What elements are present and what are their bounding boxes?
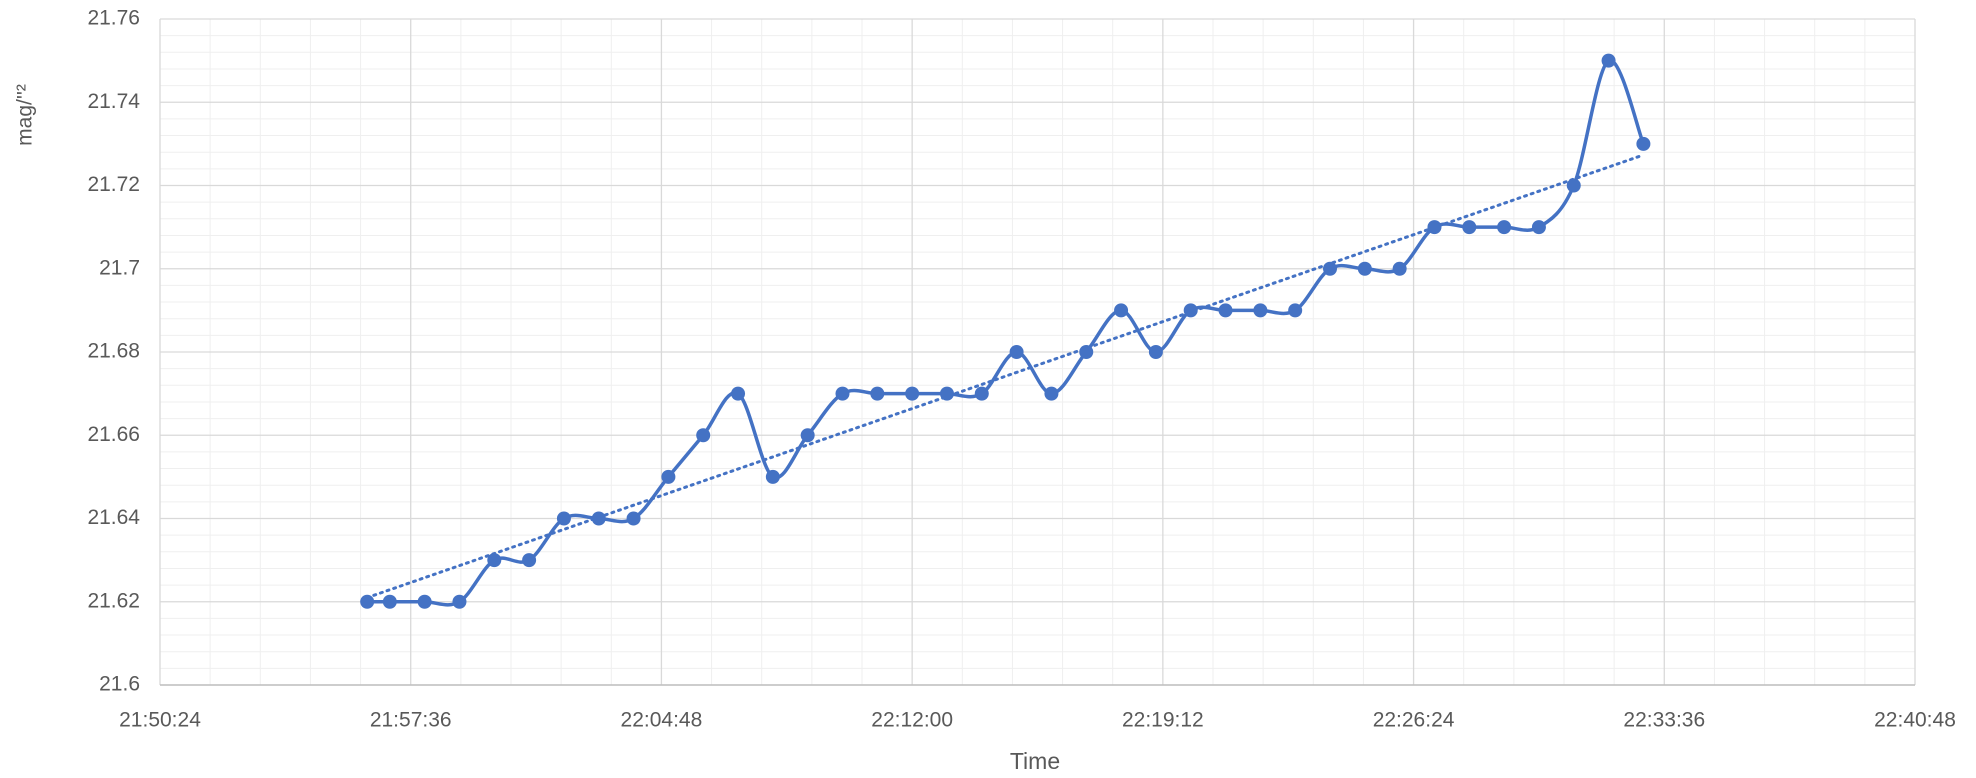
data-point bbox=[1566, 178, 1581, 193]
data-point bbox=[1497, 220, 1512, 235]
x-tick-label: 22:26:24 bbox=[1373, 709, 1455, 732]
data-line bbox=[367, 58, 1646, 607]
y-tick-label: 21.74 bbox=[87, 90, 140, 113]
x-tick-label: 22:19:12 bbox=[1122, 709, 1204, 732]
data-point bbox=[556, 511, 571, 526]
y-tick-label: 21.62 bbox=[87, 589, 140, 612]
y-axis-title: mag/''² bbox=[14, 84, 37, 146]
data-point bbox=[800, 428, 815, 443]
data-point bbox=[1114, 303, 1129, 318]
data-point bbox=[1148, 345, 1163, 359]
data-point bbox=[1601, 53, 1616, 68]
data-point bbox=[1323, 261, 1337, 276]
data-point bbox=[1636, 136, 1651, 151]
data-point bbox=[1531, 220, 1546, 235]
data-point bbox=[522, 553, 537, 568]
data-point bbox=[1218, 303, 1233, 318]
data-point bbox=[974, 386, 989, 401]
y-tick-label: 21.76 bbox=[87, 7, 140, 30]
y-tick-label: 21.68 bbox=[87, 340, 140, 363]
x-tick-label: 22:04:48 bbox=[621, 709, 703, 732]
data-point bbox=[870, 386, 885, 401]
data-point bbox=[731, 386, 746, 401]
x-tick-label: 21:50:24 bbox=[119, 709, 201, 732]
data-point bbox=[1183, 303, 1198, 318]
data-point bbox=[835, 386, 850, 401]
y-tick-label: 21.72 bbox=[87, 173, 140, 196]
trendline bbox=[365, 153, 1645, 600]
x-tick-label: 22:33:36 bbox=[1623, 709, 1705, 732]
x-axis-title: Time bbox=[1010, 748, 1060, 774]
data-point bbox=[1253, 303, 1268, 318]
data-point bbox=[661, 469, 676, 484]
data-point bbox=[452, 594, 467, 609]
data-point bbox=[1288, 303, 1303, 318]
data-point bbox=[1044, 386, 1059, 401]
data-point bbox=[360, 594, 375, 609]
y-tick-label: 21.6 bbox=[99, 673, 140, 696]
data-point bbox=[626, 511, 641, 526]
data-point bbox=[1427, 220, 1442, 235]
data-point bbox=[1392, 261, 1407, 276]
data-point bbox=[1079, 345, 1094, 359]
data-point bbox=[696, 428, 711, 443]
data-point bbox=[905, 386, 920, 401]
x-tick-label: 21:57:36 bbox=[370, 709, 452, 732]
y-tick-label: 21.66 bbox=[87, 423, 140, 446]
data-point bbox=[1357, 261, 1372, 276]
x-tick-label: 22:12:00 bbox=[871, 709, 953, 732]
y-tick-label: 21.7 bbox=[99, 256, 140, 279]
data-point bbox=[382, 594, 397, 609]
y-tick-label: 21.64 bbox=[87, 506, 140, 529]
data-point bbox=[1462, 220, 1477, 235]
data-point bbox=[1009, 345, 1024, 359]
data-point bbox=[765, 469, 780, 484]
data-point bbox=[417, 594, 432, 609]
data-point bbox=[591, 511, 606, 526]
x-tick-label: 22:40:48 bbox=[1874, 709, 1956, 732]
data-point bbox=[939, 386, 954, 401]
data-point bbox=[487, 553, 502, 568]
